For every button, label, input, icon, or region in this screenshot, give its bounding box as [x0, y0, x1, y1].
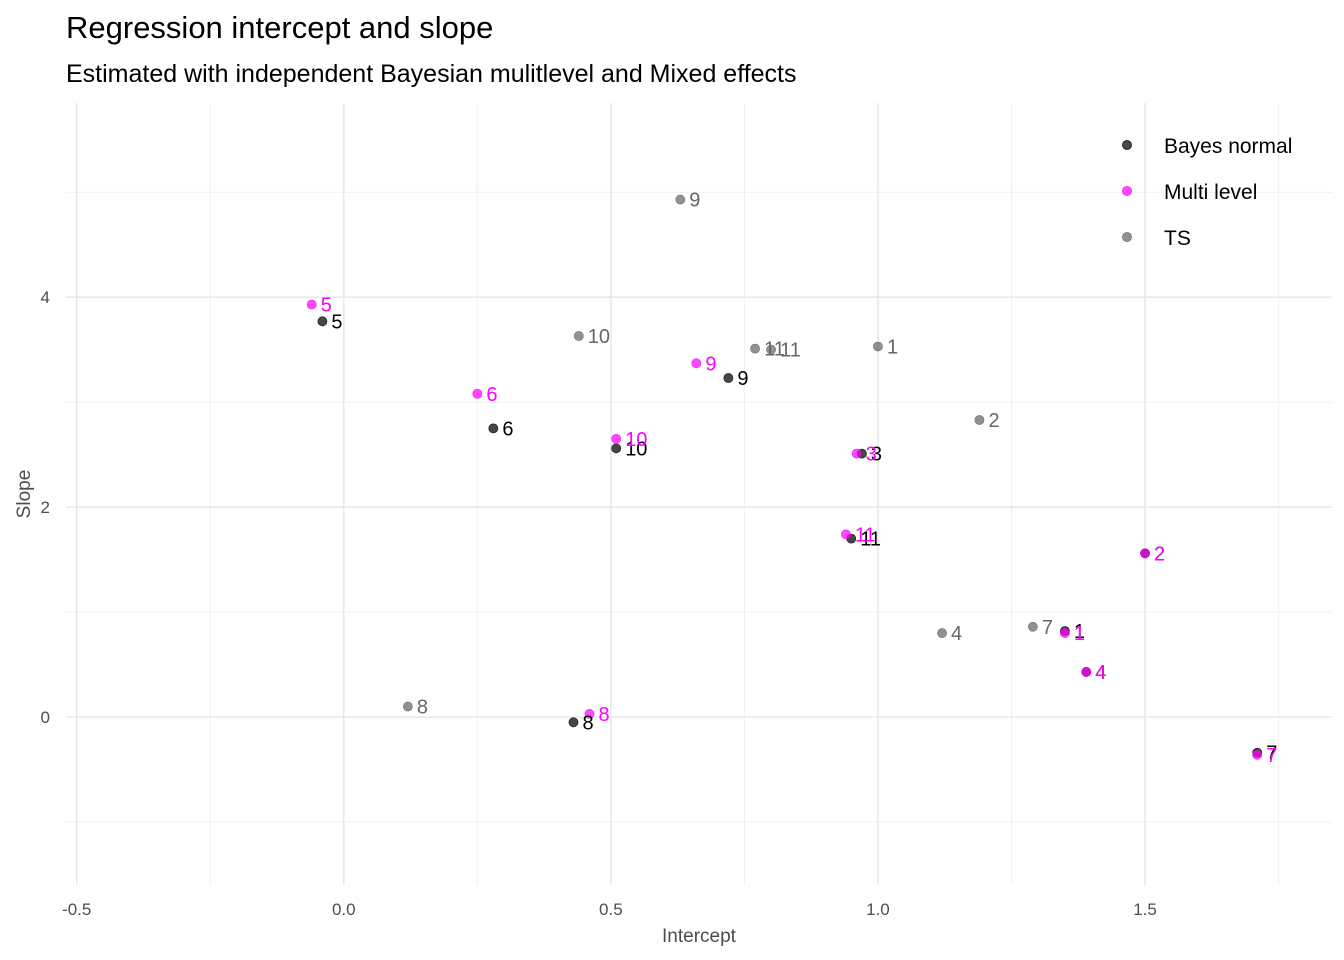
ts-point	[974, 415, 985, 425]
ts-point-label: 11	[780, 340, 801, 362]
y-tick-label: 4	[41, 288, 50, 307]
bayes-normal-point-label: 6	[502, 418, 513, 440]
multi-level-point	[851, 448, 862, 459]
ts-point-label: 2	[988, 410, 999, 432]
bayes-normal-point-label: 8	[582, 712, 593, 734]
multi-level-point-label: 11	[855, 524, 876, 546]
x-tick-label: 0.0	[332, 900, 356, 919]
bayes-normal-point-label: 1	[1074, 621, 1085, 643]
x-tick-label: 1.5	[1133, 900, 1157, 919]
legend-label: TS	[1164, 227, 1191, 250]
multi-level-point	[1140, 548, 1150, 559]
multi-level-point-label: 6	[486, 384, 497, 406]
ts-point	[573, 331, 584, 341]
bayes-normal-point-label: 3	[871, 444, 882, 466]
x-tick-label: 0.5	[599, 900, 623, 919]
bayes-normal-point	[317, 316, 328, 327]
x-axis-title: Intercept	[662, 926, 737, 947]
bayes-normal-point-label: 11	[860, 529, 881, 551]
legend: Bayes normal Multi level TS	[1122, 135, 1292, 250]
multi-level-point-label: 10	[625, 429, 647, 451]
ts-point-label: 10	[588, 326, 610, 348]
ts-point	[402, 701, 413, 712]
y-tick-label: 0	[41, 708, 50, 727]
bayes-normal-point	[568, 717, 579, 728]
ts-point-label: 9	[689, 190, 700, 212]
ts-point-label: 8	[417, 697, 428, 719]
multi-level-point	[584, 709, 595, 719]
ts-point-label: 7	[1042, 617, 1053, 639]
grid	[66, 103, 1332, 885]
ts-point	[766, 344, 777, 355]
x-tick-label: 1.0	[866, 900, 890, 919]
legend-label: Multi level	[1164, 181, 1257, 204]
ts-point-label: 11	[764, 339, 785, 361]
legend-label: Bayes normal	[1164, 135, 1292, 158]
multi-level-point-label: 1	[1074, 623, 1085, 645]
ts-point	[873, 341, 883, 352]
bayes-normal-point-label: 10	[625, 438, 647, 460]
multi-level-point-label: 9	[705, 353, 716, 375]
ts-point	[750, 343, 760, 354]
y-tick-label: 2	[41, 498, 50, 517]
data-points	[306, 194, 1263, 760]
legend-key	[1122, 232, 1132, 242]
axes: -0.5 0.0 0.5 1.0 1.5 0 2 4 Intercept Slope	[14, 288, 1157, 947]
ts-point	[675, 194, 686, 205]
bayes-normal-point	[488, 423, 499, 434]
bayes-normal-point-label: 5	[331, 311, 342, 333]
ts-point-label: 1	[887, 337, 898, 359]
chart-title: Regression intercept and slope	[66, 10, 494, 45]
bayes-normal-point-label: 7	[1266, 743, 1277, 765]
bayes-normal-point-label: 9	[737, 368, 748, 390]
chart-subtitle: Estimated with independent Bayesian muli…	[66, 60, 797, 88]
multi-level-point	[472, 388, 483, 399]
multi-level-point-label: 2	[1154, 543, 1165, 565]
bayes-normal-point	[611, 443, 622, 454]
multi-level-point	[840, 529, 851, 540]
multi-level-point-label: 8	[598, 704, 609, 726]
multi-level-point	[1081, 667, 1092, 677]
x-tick-label: -0.5	[62, 900, 91, 919]
multi-level-point-label: 3	[866, 444, 877, 466]
legend-key	[1122, 140, 1132, 150]
bayes-normal-point-label: 4	[1095, 662, 1106, 684]
multi-level-point	[1060, 628, 1070, 638]
y-axis-title: Slope	[14, 470, 35, 519]
multi-level-point	[691, 358, 702, 369]
multi-level-point	[611, 433, 622, 444]
multi-level-point-label: 7	[1266, 745, 1277, 767]
legend-key	[1122, 186, 1132, 196]
ts-point	[1027, 621, 1038, 632]
multi-level-point	[306, 299, 317, 310]
ts-point-label: 4	[951, 623, 962, 645]
bayes-normal-point-label: 2	[1154, 543, 1165, 565]
bayes-normal-point	[723, 373, 734, 383]
multi-level-point	[1252, 749, 1263, 760]
multi-level-point-label: 5	[321, 295, 332, 317]
multi-level-point-label: 4	[1095, 662, 1106, 684]
ts-point	[937, 628, 947, 638]
